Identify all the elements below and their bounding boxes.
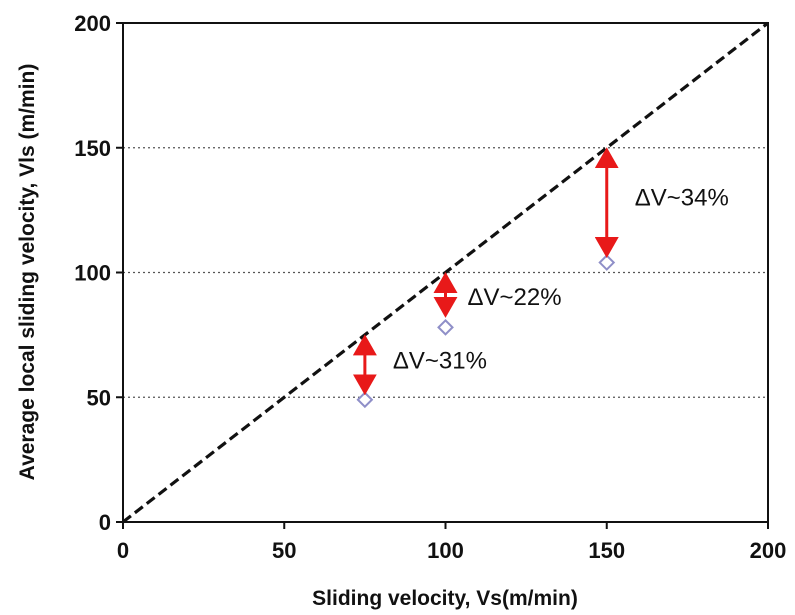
data-point-layer <box>356 254 616 409</box>
y-axis-title: Average local sliding velocity, Vls (m/m… <box>16 64 39 481</box>
y-tick-label-50: 50 <box>87 385 111 410</box>
x-tick-label-100: 100 <box>427 538 464 563</box>
x-tick-label-50: 50 <box>272 538 296 563</box>
y-tick-label-100: 100 <box>74 261 111 286</box>
y-tick-label-200: 200 <box>74 11 111 36</box>
x-tick-label-200: 200 <box>750 538 787 563</box>
delta-label-0: ΔV~31% <box>393 347 487 374</box>
delta-label-1: ΔV~22% <box>468 284 562 311</box>
x-axis-title: Sliding velocity, Vs(m/min) <box>312 587 578 610</box>
annotation-layer: ΔV~31% ΔV~22% ΔV~34% <box>352 147 729 396</box>
tick-layer: 0 50 100 150 200 0 50 100 150 200 <box>74 11 786 563</box>
data-point-0-0 <box>356 391 374 409</box>
data-point-0-1 <box>437 318 454 336</box>
y-tick-label-0: 0 <box>99 510 111 535</box>
y-tick-label-150: 150 <box>74 136 111 161</box>
x-tick-label-0: 0 <box>117 538 129 563</box>
data-point-0-2 <box>598 254 616 271</box>
x-tick-label-150: 150 <box>588 538 625 563</box>
delta-label-2: ΔV~34% <box>635 184 729 211</box>
